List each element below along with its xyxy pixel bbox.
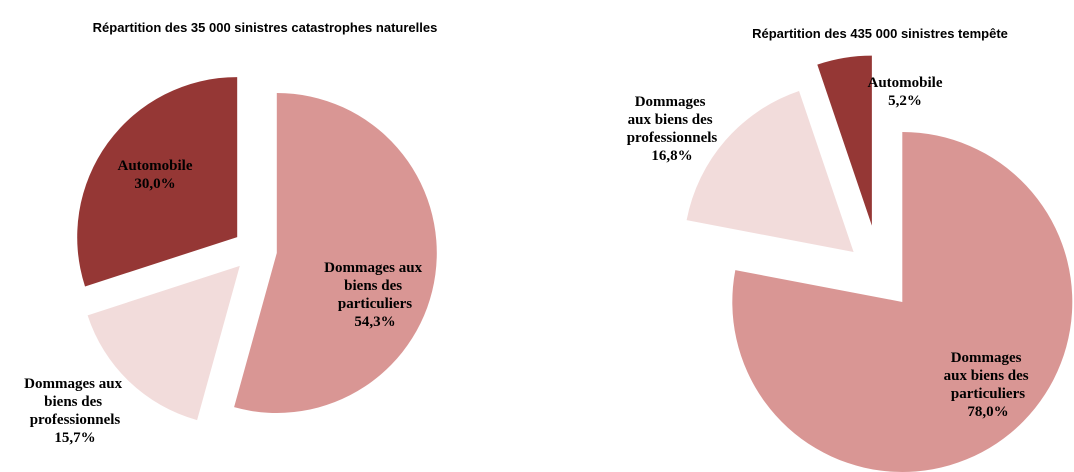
slice-label: Dommages aux biens des professionnels xyxy=(24,376,126,428)
label-line: biens des xyxy=(44,394,106,410)
pie-slice xyxy=(77,77,238,287)
label-line: Automobile xyxy=(118,158,193,174)
label-line: professionnels xyxy=(30,412,121,428)
slice-value: 78,0% xyxy=(967,404,1008,420)
slice-value: 5,2% xyxy=(888,93,922,109)
chart-title: Répartition des 35 000 sinistres catastr… xyxy=(93,20,438,35)
label-line: biens des xyxy=(344,278,406,294)
slice-value: 16,8% xyxy=(651,148,692,164)
slice-label: Dommages aux biens des professionnels xyxy=(627,94,718,146)
label-line: aux biens des xyxy=(628,112,717,128)
label-line: particuliers xyxy=(338,296,412,312)
pie-slice xyxy=(817,55,872,226)
label-line: Dommages xyxy=(951,350,1026,366)
slice-label: Automobile xyxy=(118,158,193,174)
slice-value: 54,3% xyxy=(354,314,395,330)
label-line: aux biens des xyxy=(944,368,1033,384)
pie-slice xyxy=(87,265,240,421)
label-line: Dommages aux xyxy=(24,376,126,392)
label-line: particuliers xyxy=(951,386,1025,402)
pie-slice xyxy=(686,91,854,253)
slice-label: Dommages aux biens des particuliers xyxy=(944,350,1033,402)
label-line: professionnels xyxy=(627,130,718,146)
chart-title: Répartition des 435 000 sinistres tempêt… xyxy=(752,26,1008,41)
slice-value: 15,7% xyxy=(54,430,95,446)
slice-label: Automobile xyxy=(868,75,943,91)
label-line: Automobile xyxy=(868,75,943,91)
pie-slice xyxy=(234,92,437,413)
label-line: Dommages xyxy=(635,94,710,110)
slice-label: Dommages aux biens des particuliers xyxy=(324,260,426,312)
pie-slice xyxy=(732,131,1073,472)
slice-value: 30,0% xyxy=(134,176,175,192)
label-line: Dommages aux xyxy=(324,260,426,276)
